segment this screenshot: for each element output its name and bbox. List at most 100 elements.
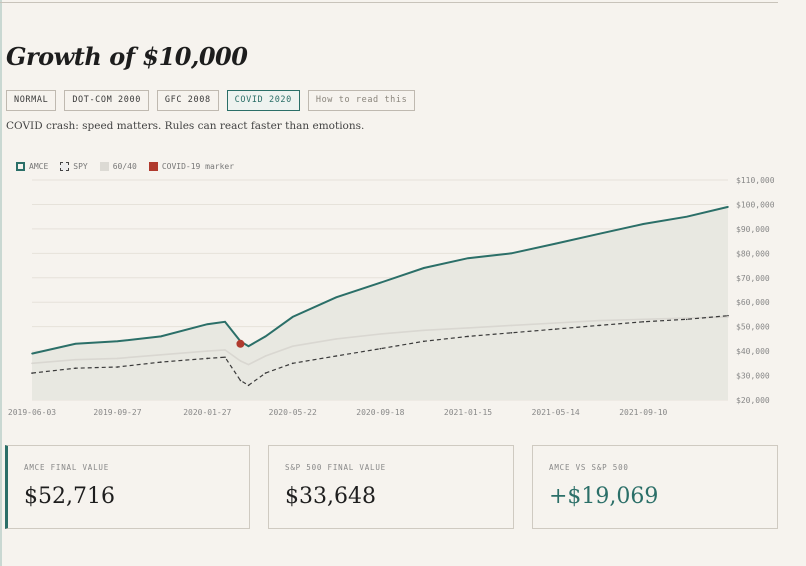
y-tick-label: $70,000 bbox=[736, 274, 770, 283]
left-border bbox=[0, 0, 2, 566]
data-point-spy bbox=[224, 356, 226, 359]
covid-2020-button[interactable]: COVID 2020 bbox=[226, 90, 300, 111]
data-point-spy bbox=[423, 340, 425, 343]
legend-item-amce: AMCE bbox=[16, 162, 48, 171]
legend-label-amce: AMCE bbox=[29, 162, 49, 171]
card-label: S&P 500 FINAL VALUE bbox=[285, 463, 386, 472]
y-tick-label: $30,000 bbox=[736, 372, 770, 381]
data-point-60-40 bbox=[247, 363, 250, 366]
x-tick-label: 2020-09-18 bbox=[356, 408, 404, 417]
data-point-amce bbox=[510, 252, 513, 255]
data-point-60-40 bbox=[291, 345, 294, 348]
data-point-60-40 bbox=[206, 350, 209, 352]
data-point-amce bbox=[598, 232, 600, 235]
data-point-60-40 bbox=[510, 324, 513, 327]
data-point-amce bbox=[291, 316, 294, 318]
amce-swatch-icon bbox=[16, 162, 25, 171]
data-point-60-40 bbox=[642, 318, 645, 321]
data-point-spy bbox=[239, 379, 242, 382]
data-point-spy bbox=[685, 318, 688, 321]
data-point-spy bbox=[264, 372, 267, 374]
data-point-spy bbox=[291, 362, 294, 365]
data-point-60-40 bbox=[335, 338, 337, 340]
x-tick-label: 2021-05-14 bbox=[532, 408, 580, 417]
data-point-60-40 bbox=[224, 349, 226, 351]
series-line-amce bbox=[31, 205, 729, 355]
scenario-description: COVID crash: speed matters. Rules can re… bbox=[6, 120, 365, 132]
data-point-amce bbox=[685, 215, 688, 218]
data-point-spy bbox=[335, 355, 337, 357]
scenario-button-row: NORMAL DOT-COM 2000 GFC 2008 COVID 2020 … bbox=[6, 90, 416, 111]
data-point-spy bbox=[206, 357, 209, 360]
x-tick-label: 2019-06-03 bbox=[8, 408, 56, 417]
data-point-spy bbox=[727, 314, 729, 317]
sp500-final-card: S&P 500 FINAL VALUE $33,648 bbox=[268, 445, 514, 529]
data-point-amce bbox=[160, 335, 162, 338]
data-point-spy bbox=[160, 361, 162, 363]
covid-marker bbox=[236, 339, 245, 348]
data-point-60-40 bbox=[423, 329, 425, 332]
data-point-60-40 bbox=[239, 360, 242, 362]
data-point-amce bbox=[467, 257, 469, 260]
dot-com-2000-button[interactable]: DOT-COM 2000 bbox=[64, 90, 149, 111]
x-tick-label: 2020-05-22 bbox=[269, 408, 317, 417]
top-divider bbox=[0, 2, 778, 3]
data-point-spy bbox=[31, 372, 33, 374]
x-tick-label: 2020-01-27 bbox=[183, 408, 231, 417]
gfc-2008-button[interactable]: GFC 2008 bbox=[156, 90, 219, 111]
data-point-60-40 bbox=[685, 317, 688, 319]
data-point-amce bbox=[335, 296, 337, 299]
data-point-amce bbox=[31, 352, 33, 355]
data-point-60-40 bbox=[554, 322, 557, 324]
data-point-spy bbox=[510, 331, 513, 334]
data-point-amce bbox=[554, 242, 557, 245]
growth-chart: $20,000 $30,000 $40,000 $50,000 $60,000 $70,0… bbox=[8, 176, 775, 417]
y-tick-label: $100,000 bbox=[736, 200, 775, 209]
normal-button[interactable]: NORMAL bbox=[6, 90, 57, 111]
data-point-60-40 bbox=[264, 355, 267, 357]
legend-item-6040: 60/40 bbox=[99, 162, 137, 171]
x-tick-label: 2021-09-10 bbox=[619, 408, 667, 417]
data-point-60-40 bbox=[727, 316, 729, 318]
data-point-60-40 bbox=[74, 358, 77, 361]
data-point-amce bbox=[727, 206, 729, 208]
data-point-60-40 bbox=[116, 357, 119, 360]
card-label: AMCE VS S&P 500 bbox=[549, 463, 629, 472]
data-point-spy bbox=[598, 324, 600, 327]
legend-item-spy: SPY bbox=[60, 162, 88, 171]
data-point-amce bbox=[206, 323, 209, 326]
data-point-amce bbox=[224, 320, 226, 323]
series-line-sixty-forty bbox=[31, 316, 729, 366]
data-point-60-40 bbox=[467, 327, 469, 329]
data-point-60-40 bbox=[379, 333, 382, 335]
chart-legend: AMCE SPY 60/40 COVID-19 marker bbox=[16, 162, 234, 171]
y-tick-label: $40,000 bbox=[736, 347, 770, 356]
x-tick-label: 2019-09-27 bbox=[93, 408, 141, 417]
data-point-spy bbox=[467, 335, 469, 338]
card-value: +$19,069 bbox=[549, 484, 659, 509]
data-point-amce bbox=[264, 335, 267, 338]
data-point-amce bbox=[379, 281, 382, 284]
data-point-spy bbox=[116, 366, 119, 368]
data-point-amce bbox=[423, 267, 425, 269]
amce-area bbox=[32, 206, 728, 400]
amce-vs-sp500-card: AMCE VS S&P 500 +$19,069 bbox=[532, 445, 778, 529]
data-point-amce bbox=[247, 345, 250, 348]
y-tick-label: $20,000 bbox=[736, 396, 770, 405]
data-point-amce bbox=[116, 340, 119, 343]
card-value: $33,648 bbox=[285, 484, 376, 509]
y-tick-label: $90,000 bbox=[736, 225, 770, 234]
data-point-spy bbox=[379, 347, 382, 350]
legend-item-covid: COVID-19 marker bbox=[148, 162, 234, 171]
data-point-60-40 bbox=[31, 362, 33, 365]
data-point-spy bbox=[247, 384, 250, 387]
sixty-forty-swatch-icon bbox=[99, 162, 109, 171]
amce-final-card: AMCE FINAL VALUE $52,716 bbox=[5, 445, 250, 529]
y-tick-label: $60,000 bbox=[736, 298, 770, 307]
page-title: Growth of $10,000 bbox=[6, 42, 248, 71]
x-tick-label: 2021-01-15 bbox=[444, 408, 492, 417]
how-to-read-button[interactable]: How to read this bbox=[307, 90, 416, 111]
y-tick-label: $50,000 bbox=[736, 323, 770, 332]
series-line-spy bbox=[31, 315, 729, 387]
data-point-amce bbox=[74, 342, 77, 345]
